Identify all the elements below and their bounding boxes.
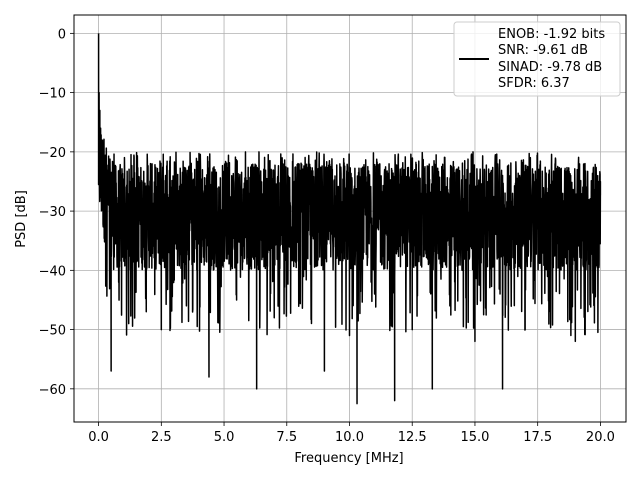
x-tick-label: 17.5: [523, 430, 552, 445]
x-axis-label: Frequency [MHz]: [294, 451, 403, 466]
x-tick-label: 7.5: [276, 430, 297, 445]
y-tick-label: −30: [39, 205, 66, 220]
y-tick-label: −60: [39, 383, 66, 398]
legend: ENOB: -1.92 bits SNR: -9.61 dB SINAD: -9…: [453, 21, 621, 97]
y-tick-label: −20: [39, 146, 66, 161]
x-tick-label: 20.0: [586, 430, 615, 445]
legend-enob: ENOB: -1.92 bits: [498, 27, 605, 42]
x-tick-label: 2.5: [151, 430, 172, 445]
legend-box: [453, 21, 621, 97]
legend-snr: SNR: -9.61 dB: [498, 43, 588, 58]
x-tick-label: 12.5: [398, 430, 427, 445]
x-tick-label: 0.0: [88, 430, 109, 445]
y-tick-label: −50: [39, 324, 66, 339]
psd-series-line: [97, 33, 602, 405]
y-tick-label: −10: [39, 87, 66, 102]
y-axis-label: PSD [dB]: [14, 190, 29, 248]
legend-sfdr: SFDR: 6.37: [498, 76, 570, 91]
y-axis-ticks: 0 −10 −20 −30 −40 −50 −60: [39, 27, 74, 398]
legend-sinad: SINAD: -9.78 dB: [498, 60, 602, 75]
x-axis-ticks: 0.0 2.5 5.0 7.5 10.0 12.5 15.0 17.5 20.0: [88, 422, 615, 445]
x-tick-label: 15.0: [460, 430, 489, 445]
y-tick-label: 0: [58, 27, 66, 42]
plot-frame: [73, 14, 627, 423]
y-tick-label: −40: [39, 264, 66, 279]
x-tick-label: 5.0: [214, 430, 235, 445]
x-tick-label: 10.0: [335, 430, 364, 445]
